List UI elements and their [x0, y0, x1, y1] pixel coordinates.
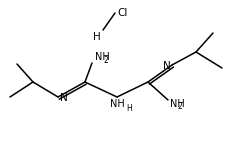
Text: NH: NH [95, 52, 110, 62]
Text: NH: NH [110, 99, 124, 109]
Text: Cl: Cl [117, 8, 127, 18]
Text: NH: NH [170, 99, 185, 109]
Text: 2: 2 [178, 102, 183, 111]
Text: H: H [93, 32, 101, 42]
Text: H: H [126, 104, 132, 113]
Text: 2: 2 [103, 56, 108, 65]
Text: N: N [60, 93, 68, 103]
Text: N: N [163, 61, 171, 71]
